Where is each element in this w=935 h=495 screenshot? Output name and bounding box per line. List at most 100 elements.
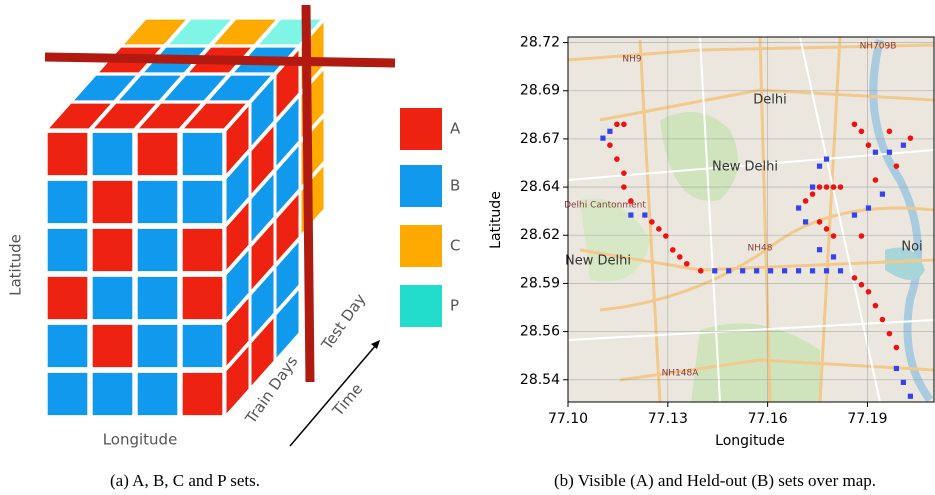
y-tick-label: 28.69 xyxy=(520,83,560,99)
y-tick-label: 28.67 xyxy=(520,131,560,147)
cube-cell xyxy=(47,372,88,416)
cube-cell xyxy=(276,146,299,214)
cube-cell xyxy=(92,372,133,416)
cube-cell xyxy=(47,180,88,224)
park xyxy=(660,112,738,201)
point xyxy=(607,128,613,134)
point xyxy=(907,393,913,399)
map xyxy=(568,37,934,402)
point xyxy=(676,254,683,260)
split-bar xyxy=(44,52,396,68)
cube-cell xyxy=(137,132,178,176)
park xyxy=(580,198,650,282)
legend-swatch xyxy=(400,165,442,207)
arrow-head xyxy=(371,340,380,349)
axis-label: Latitude xyxy=(7,234,25,296)
point xyxy=(802,219,809,225)
point xyxy=(872,302,879,309)
cube-cell xyxy=(182,180,223,224)
point xyxy=(816,247,823,253)
point xyxy=(865,288,872,295)
y-axis-title: Latitude xyxy=(488,191,504,249)
point xyxy=(872,149,879,155)
cube-cell xyxy=(92,180,133,224)
point xyxy=(809,268,816,274)
point xyxy=(795,205,802,211)
cube-cell xyxy=(139,103,201,129)
point xyxy=(900,379,906,385)
axis-label: Train Days xyxy=(241,352,301,427)
split-bar xyxy=(301,4,315,383)
legend-label: P xyxy=(450,297,459,315)
point xyxy=(851,121,858,128)
point xyxy=(865,142,872,149)
x-axis-title: Longitude xyxy=(715,433,785,449)
point xyxy=(872,177,879,183)
map-label: NH709B xyxy=(860,42,897,52)
cube-cell xyxy=(276,242,299,310)
point xyxy=(740,268,746,274)
cube-cell xyxy=(251,222,274,290)
cube-cell xyxy=(74,75,136,101)
cube-cell xyxy=(169,19,231,45)
cube-cell xyxy=(226,106,249,174)
point xyxy=(886,128,893,135)
point xyxy=(865,205,872,211)
legend-swatch xyxy=(400,225,442,267)
map-label: NH9 xyxy=(622,55,642,65)
y-tick-label: 28.54 xyxy=(520,372,560,388)
point xyxy=(614,121,620,128)
map-labels: NH9 NH709B Delhi New Delhi Delhi Cantonment N… xyxy=(564,42,923,379)
water xyxy=(885,247,925,280)
axis-label: Longitude xyxy=(103,431,178,449)
point xyxy=(621,184,627,190)
point xyxy=(823,268,830,274)
point xyxy=(830,233,837,239)
y-tick-label: 28.56 xyxy=(520,324,560,340)
point xyxy=(607,142,613,149)
cube-cell xyxy=(251,174,274,242)
point xyxy=(809,191,816,197)
grid xyxy=(567,37,934,402)
cube-cell xyxy=(276,98,299,166)
map-label: NH48 xyxy=(748,244,773,254)
point xyxy=(900,142,906,148)
legend-label: C xyxy=(450,237,460,255)
point xyxy=(816,184,823,190)
legend-swatch xyxy=(400,285,442,327)
map-label: NH148A xyxy=(662,369,700,379)
cube-cell xyxy=(182,132,223,176)
point xyxy=(697,268,704,274)
point xyxy=(830,184,837,190)
point xyxy=(879,191,886,197)
cube-cell xyxy=(214,19,276,45)
cube-cell xyxy=(251,270,274,338)
cube-cell xyxy=(226,154,249,222)
cube-cell xyxy=(251,78,274,146)
cube-cell xyxy=(92,276,133,320)
cube-cell xyxy=(137,228,178,272)
point xyxy=(768,268,774,274)
cube-cell xyxy=(182,324,223,368)
point xyxy=(837,184,844,190)
point xyxy=(614,156,620,162)
cube-cell xyxy=(92,132,133,176)
y-tick-label: 28.62 xyxy=(520,227,560,243)
cube-cell xyxy=(226,250,249,318)
x-tick-label: 77.10 xyxy=(548,411,588,427)
point xyxy=(663,233,669,239)
cube-cell xyxy=(94,103,156,129)
point xyxy=(642,212,648,218)
cube-cell xyxy=(182,228,223,272)
point xyxy=(886,330,893,337)
cube-cell xyxy=(226,298,249,366)
map-label: New Delhi xyxy=(565,254,631,269)
river xyxy=(869,39,934,402)
point xyxy=(754,268,760,274)
point xyxy=(886,149,893,155)
map-label: New Delhi xyxy=(712,160,778,175)
axis-label: Time xyxy=(328,380,366,420)
point xyxy=(823,156,830,162)
y-tick-label: 28.72 xyxy=(520,35,560,51)
